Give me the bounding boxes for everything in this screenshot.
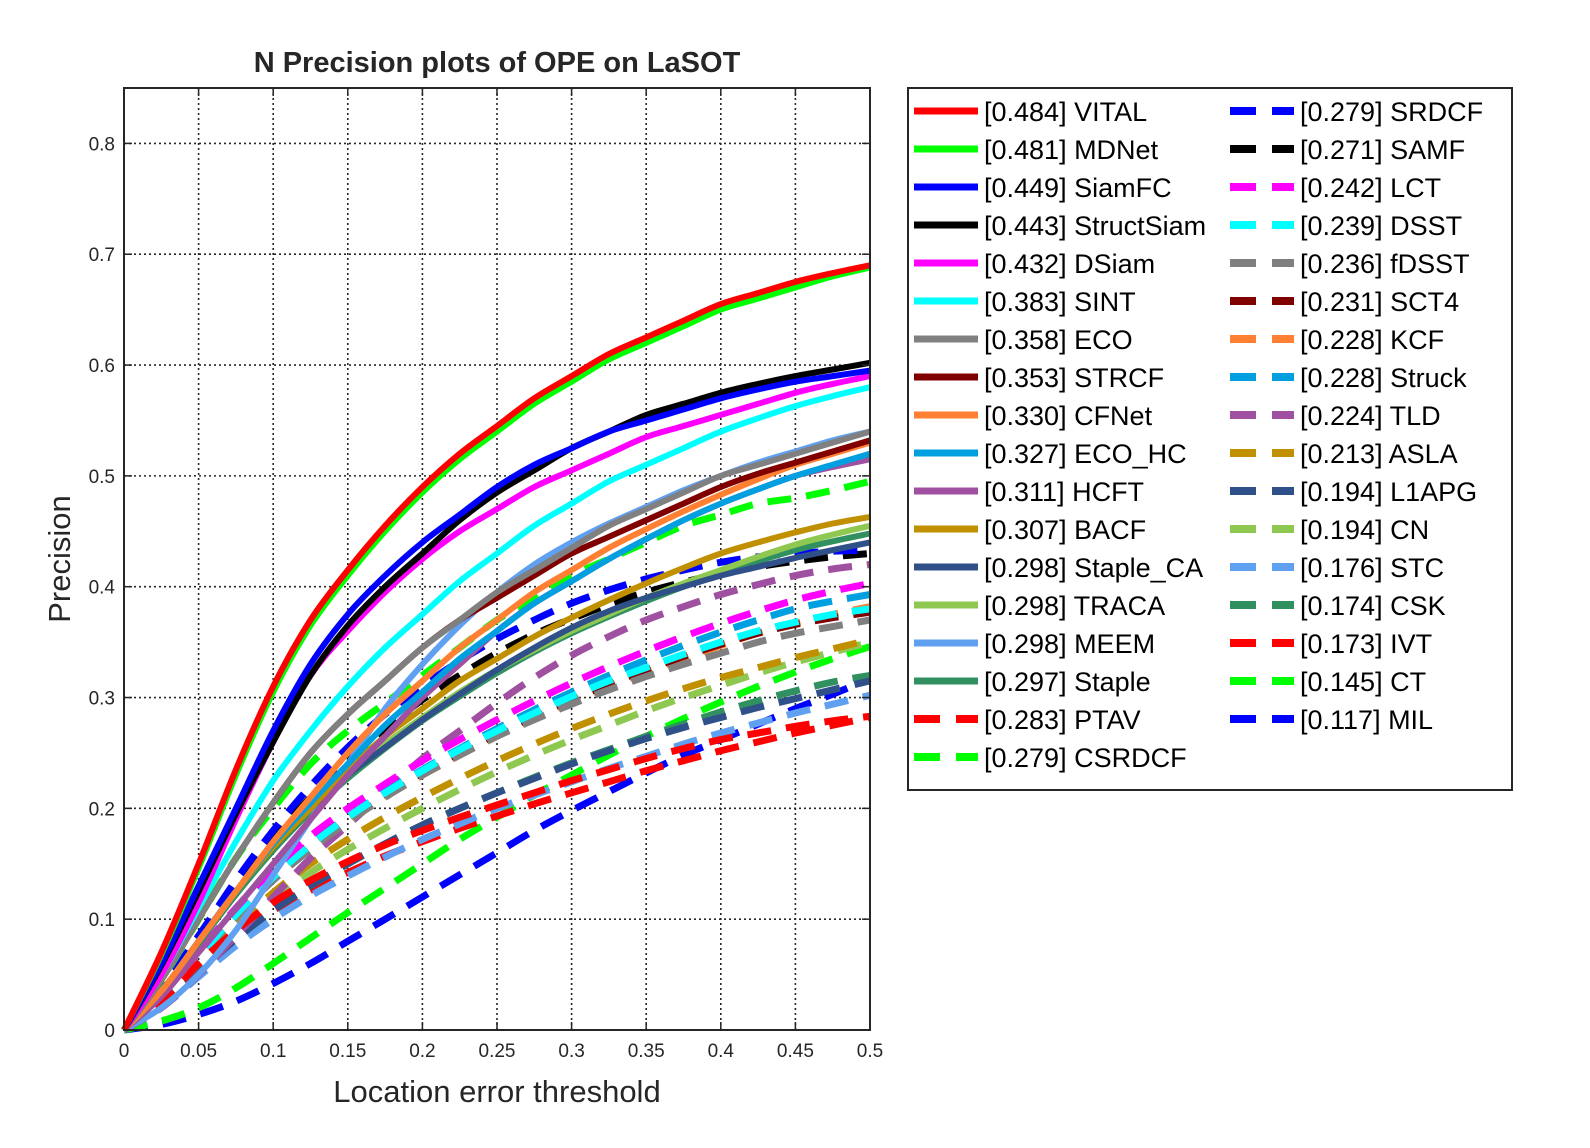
series-line-mil — [123, 675, 872, 1034]
series-line-sint — [121, 384, 871, 1032]
legend-entry: [0.358] ECO — [984, 325, 1133, 355]
series-line-dsst — [121, 605, 871, 1033]
x-axis-ticks: 0 0.05 0.1 0.15 0.2 0.25 0.3 0.35 0.4 0.45 0.5 — [119, 88, 883, 1062]
x-tick-label: 0.1 — [260, 1041, 286, 1062]
x-tick-label: 0.45 — [777, 1041, 814, 1062]
legend-entry: [0.298] MEEM — [984, 629, 1155, 659]
series-layer — [121, 262, 872, 1034]
legend-entry: [0.279] CSRDCF — [984, 743, 1187, 773]
legend-entry: [0.383] SINT — [984, 287, 1136, 317]
legend-entry: [0.228] KCF — [1300, 325, 1444, 355]
legend-entry: [0.174] CSK — [1300, 591, 1446, 621]
x-tick-label: 0.15 — [329, 1041, 366, 1062]
y-axis-ticks: 0 0.1 0.2 0.3 0.4 0.5 0.6 0.7 0.8 — [89, 134, 870, 1042]
series-line-srdcf — [121, 546, 871, 1033]
series-line-eco — [121, 428, 871, 1032]
legend-entry: [0.231] SCT4 — [1300, 287, 1459, 317]
y-axis-label: Precision — [42, 495, 77, 623]
legend-entry: [0.484] VITAL — [984, 97, 1147, 127]
x-axis-label: Location error threshold — [333, 1074, 660, 1109]
y-tick-label: 0 — [104, 1021, 115, 1042]
legend-entry: [0.176] STC — [1300, 553, 1444, 583]
chart-title: N Precision plots of OPE on LaSOT — [254, 47, 741, 79]
series-line-ptav — [121, 712, 871, 1033]
x-tick-label: 0.5 — [857, 1041, 883, 1062]
legend-entry: [0.449] SiamFC — [984, 173, 1172, 203]
series-line-vital — [121, 262, 871, 1032]
legend-entry: [0.228] Struck — [1300, 363, 1467, 393]
legend-entry: [0.283] PTAV — [984, 705, 1141, 735]
series-line-siamfc — [121, 367, 871, 1032]
legend-entry: [0.173] IVT — [1300, 629, 1432, 659]
y-tick-label: 0.7 — [89, 245, 115, 266]
legend-box — [907, 87, 1513, 791]
legend-entry: [0.213] ASLA — [1300, 439, 1458, 469]
x-tick-label: 0 — [119, 1041, 130, 1062]
legend-entry: [0.311] HCFT — [984, 477, 1144, 507]
legend-entry: [0.443] StructSiam — [984, 211, 1206, 241]
y-tick-label: 0.3 — [89, 689, 115, 710]
legend-entry: [0.194] CN — [1300, 515, 1429, 545]
legend-entry: [0.298] Staple_CA — [984, 553, 1203, 583]
legend-entry: [0.353] STRCF — [984, 363, 1164, 393]
legend-entry: [0.327] ECO_HC — [984, 439, 1187, 469]
series-line-l1apg — [122, 677, 871, 1033]
legend-entry: [0.224] TLD — [1300, 401, 1441, 431]
x-tick-label: 0.2 — [409, 1041, 435, 1062]
legend-entry: [0.239] DSST — [1300, 211, 1462, 241]
y-tick-label: 0.2 — [89, 799, 115, 820]
legend: [0.484] VITAL [0.481] MDNet [0.449] SiamFC… — [907, 87, 1513, 791]
legend-entry: [0.271] SAMF — [1300, 135, 1465, 165]
x-tick-label: 0.3 — [558, 1041, 584, 1062]
x-tick-label: 0.25 — [479, 1041, 516, 1062]
legend-entry: [0.145] CT — [1300, 667, 1426, 697]
series-line-cfnet — [121, 439, 871, 1033]
y-tick-label: 0.6 — [89, 356, 115, 377]
legend-entry: [0.242] LCT — [1300, 173, 1441, 203]
legend-entry: [0.432] DSiam — [984, 249, 1155, 279]
legend-entry: [0.194] L1APG — [1300, 477, 1477, 507]
y-tick-label: 0.8 — [89, 134, 115, 155]
legend-entry: [0.307] BACF — [984, 515, 1146, 545]
y-tick-label: 0.1 — [89, 910, 115, 931]
legend-entry: [0.279] SRDCF — [1300, 97, 1483, 127]
x-tick-label: 0.4 — [708, 1041, 735, 1062]
legend-entry: [0.330] CFNet — [984, 401, 1153, 431]
series-line-lct — [121, 579, 871, 1033]
y-tick-label: 0.4 — [89, 578, 116, 599]
legend-entry: [0.297] Staple — [984, 667, 1151, 697]
legend-entry: [0.481] MDNet — [984, 135, 1159, 165]
legend-entry: [0.298] TRACA — [984, 591, 1165, 621]
y-tick-label: 0.5 — [89, 467, 115, 488]
legend-entry: [0.236] fDSST — [1300, 249, 1470, 279]
x-tick-label: 0.05 — [180, 1041, 217, 1062]
legend-entry: [0.117] MIL — [1300, 705, 1433, 735]
x-tick-label: 0.35 — [628, 1041, 665, 1062]
